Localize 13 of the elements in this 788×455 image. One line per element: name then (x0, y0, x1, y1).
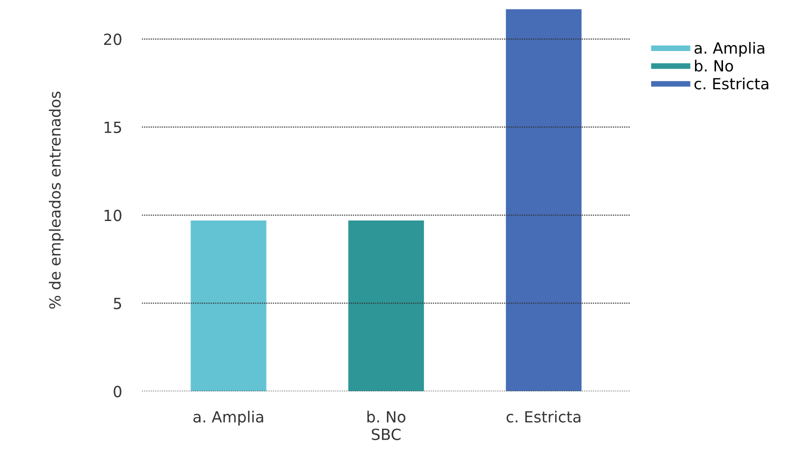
y-tick-label: 0 (114, 386, 122, 398)
y-tick-label: 20 (104, 34, 122, 46)
legend-label: b. No (695, 60, 733, 72)
y-axis-title: % de empleados entrenados (48, 92, 64, 309)
x-tick-label: b. No (367, 410, 406, 423)
x-tick-label: c. Estricta (506, 410, 580, 423)
legend-label: c. Estricta (694, 78, 768, 90)
x-axis-title: SBC (372, 428, 401, 440)
y-tick-label: 15 (104, 122, 122, 134)
legend-label: a. Amplia (694, 42, 764, 57)
x-tick-label: a. Amplia (193, 410, 264, 426)
y-tick-label: 10 (104, 210, 122, 222)
y-tick-label: 5 (114, 298, 122, 310)
